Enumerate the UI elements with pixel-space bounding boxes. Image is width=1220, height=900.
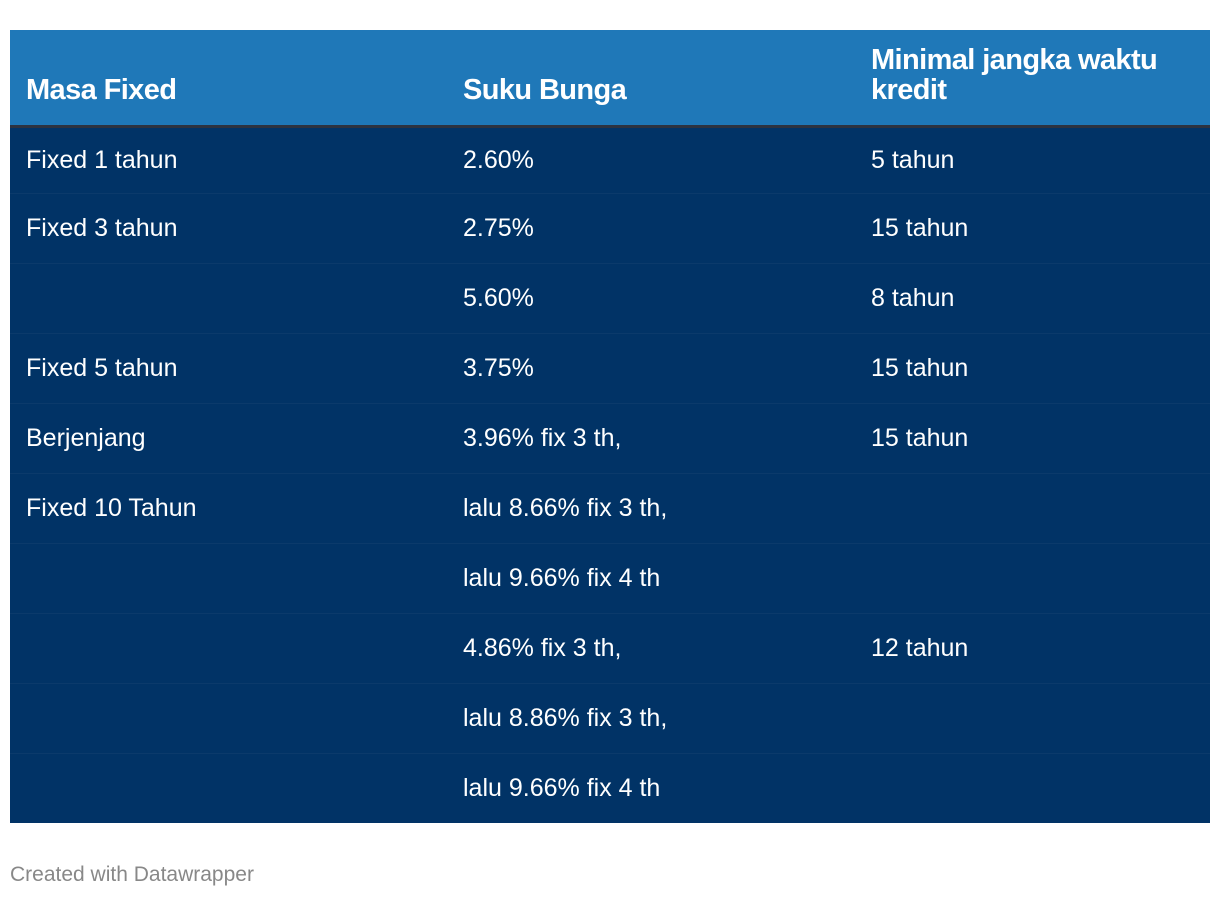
cell-masa-fixed bbox=[10, 682, 447, 753]
data-table: Masa Fixed Suku Bunga Minimal jangka wak… bbox=[10, 30, 1210, 823]
datawrapper-credit[interactable]: Created with Datawrapper bbox=[10, 863, 254, 886]
cell-masa-fixed bbox=[10, 612, 447, 683]
table-row: lalu 9.66% fix 4 th bbox=[10, 752, 1210, 823]
cell-suku-bunga: 3.75% bbox=[447, 332, 855, 403]
table-row: 5.60% 8 tahun bbox=[10, 262, 1210, 333]
table-row: lalu 8.86% fix 3 th, bbox=[10, 682, 1210, 753]
cell-jangka-waktu: 12 tahun bbox=[855, 612, 1210, 683]
cell-suku-bunga: 4.86% fix 3 th, bbox=[447, 612, 855, 683]
cell-jangka-waktu bbox=[855, 682, 1210, 753]
table-row: Fixed 10 Tahun lalu 8.66% fix 3 th, bbox=[10, 472, 1210, 543]
cell-suku-bunga: 5.60% bbox=[447, 262, 855, 333]
table-row: lalu 9.66% fix 4 th bbox=[10, 542, 1210, 613]
column-header-masa-fixed[interactable]: Masa Fixed bbox=[10, 30, 447, 128]
cell-masa-fixed bbox=[10, 752, 447, 823]
cell-suku-bunga: 2.75% bbox=[447, 192, 855, 263]
cell-suku-bunga: lalu 8.86% fix 3 th, bbox=[447, 682, 855, 753]
cell-jangka-waktu: 15 tahun bbox=[855, 332, 1210, 403]
table-header: Masa Fixed Suku Bunga Minimal jangka wak… bbox=[10, 30, 1210, 128]
cell-jangka-waktu: 8 tahun bbox=[855, 262, 1210, 333]
table-row: Fixed 5 tahun 3.75% 15 tahun bbox=[10, 332, 1210, 403]
table-body: Fixed 1 tahun 2.60% 5 tahun Fixed 3 tahun 2.… bbox=[10, 126, 1210, 823]
cell-suku-bunga: lalu 9.66% fix 4 th bbox=[447, 542, 855, 613]
cell-jangka-waktu: 5 tahun bbox=[855, 126, 1210, 193]
table-row: Berjenjang 3.96% fix 3 th, 15 tahun bbox=[10, 402, 1210, 473]
cell-jangka-waktu: 15 tahun bbox=[855, 402, 1210, 473]
column-header-suku-bunga[interactable]: Suku Bunga bbox=[447, 30, 855, 128]
data-table-container: Masa Fixed Suku Bunga Minimal jangka wak… bbox=[10, 30, 1210, 823]
cell-jangka-waktu bbox=[855, 472, 1210, 543]
cell-masa-fixed bbox=[10, 542, 447, 613]
cell-masa-fixed: Fixed 5 tahun bbox=[10, 332, 447, 403]
cell-jangka-waktu bbox=[855, 752, 1210, 823]
table-row: 4.86% fix 3 th, 12 tahun bbox=[10, 612, 1210, 683]
cell-suku-bunga: 2.60% bbox=[447, 126, 855, 193]
cell-masa-fixed: Fixed 10 Tahun bbox=[10, 472, 447, 543]
cell-masa-fixed: Fixed 1 tahun bbox=[10, 126, 447, 193]
cell-masa-fixed: Fixed 3 tahun bbox=[10, 192, 447, 263]
cell-masa-fixed: Berjenjang bbox=[10, 402, 447, 473]
cell-masa-fixed bbox=[10, 262, 447, 333]
cell-suku-bunga: lalu 9.66% fix 4 th bbox=[447, 752, 855, 823]
table-row: Fixed 1 tahun 2.60% 5 tahun bbox=[10, 126, 1210, 193]
column-header-minimal-jangka-waktu[interactable]: Minimal jangka waktu kredit bbox=[855, 30, 1210, 128]
table-row: Fixed 3 tahun 2.75% 15 tahun bbox=[10, 192, 1210, 263]
header-row: Masa Fixed Suku Bunga Minimal jangka wak… bbox=[10, 30, 1210, 128]
cell-suku-bunga: lalu 8.66% fix 3 th, bbox=[447, 472, 855, 543]
cell-suku-bunga: 3.96% fix 3 th, bbox=[447, 402, 855, 473]
cell-jangka-waktu bbox=[855, 542, 1210, 613]
cell-jangka-waktu: 15 tahun bbox=[855, 192, 1210, 263]
